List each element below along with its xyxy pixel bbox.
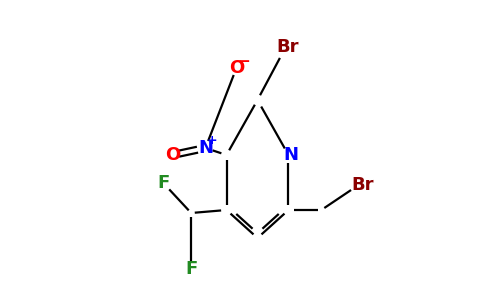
Text: N: N <box>198 139 213 157</box>
Text: N: N <box>284 146 299 164</box>
Text: F: F <box>157 175 170 193</box>
Text: Br: Br <box>351 176 373 194</box>
Text: Br: Br <box>276 38 299 56</box>
Text: O: O <box>229 59 244 77</box>
Text: +: + <box>207 134 217 147</box>
Text: O: O <box>165 146 180 164</box>
Text: −: − <box>238 54 250 69</box>
Text: F: F <box>185 260 197 278</box>
